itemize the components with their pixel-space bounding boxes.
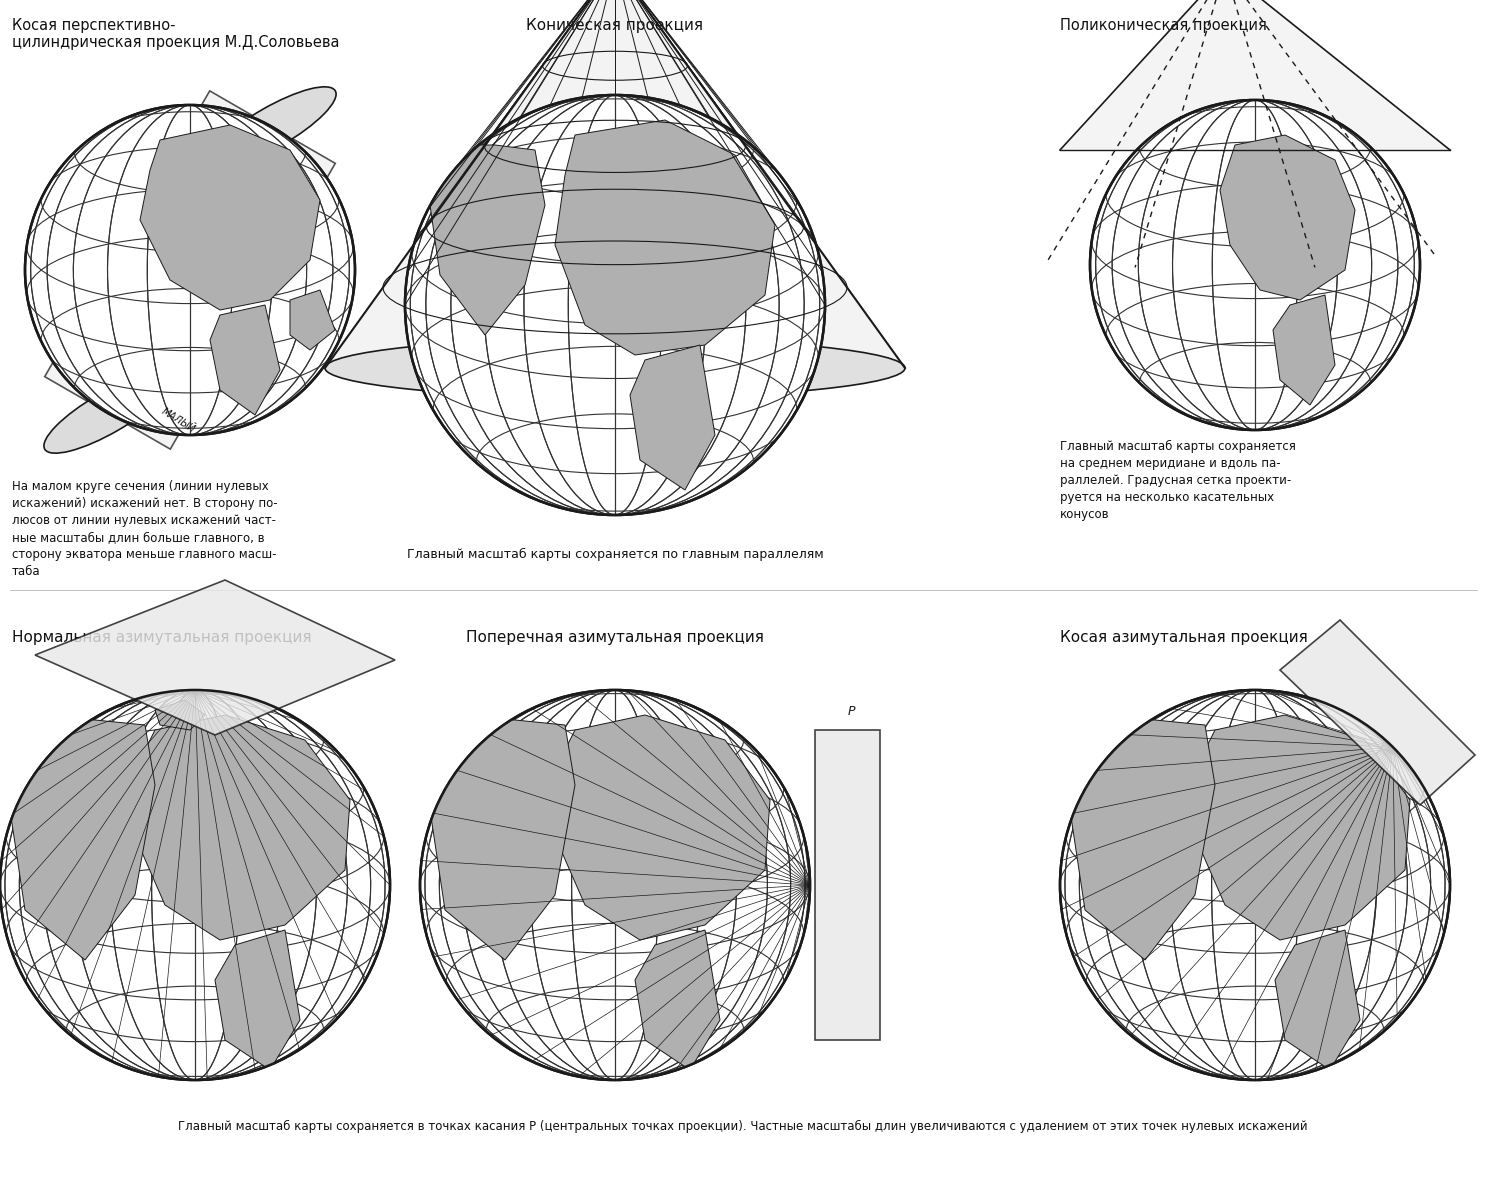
Polygon shape xyxy=(550,715,770,940)
Circle shape xyxy=(404,94,825,515)
Text: Коническая проекция: Коническая проекция xyxy=(526,18,703,33)
Polygon shape xyxy=(1280,620,1475,805)
Text: МАЛЫЙ: МАЛЫЙ xyxy=(161,406,198,435)
Polygon shape xyxy=(155,700,205,730)
Polygon shape xyxy=(10,720,155,960)
Circle shape xyxy=(25,105,355,435)
Text: P: P xyxy=(848,705,855,718)
Polygon shape xyxy=(555,120,775,355)
Polygon shape xyxy=(36,580,396,735)
Circle shape xyxy=(1090,100,1420,430)
Ellipse shape xyxy=(326,338,906,398)
Polygon shape xyxy=(129,715,349,940)
Ellipse shape xyxy=(208,87,336,168)
Polygon shape xyxy=(1274,929,1361,1070)
Polygon shape xyxy=(290,291,335,350)
Polygon shape xyxy=(210,305,280,415)
Circle shape xyxy=(0,690,390,1079)
Polygon shape xyxy=(430,145,546,335)
Polygon shape xyxy=(45,91,335,449)
Text: Поперечная азимутальная проекция: Поперечная азимутальная проекция xyxy=(465,629,764,645)
Circle shape xyxy=(419,690,810,1079)
Polygon shape xyxy=(326,0,906,368)
Polygon shape xyxy=(635,929,720,1070)
Circle shape xyxy=(1060,690,1450,1079)
Text: Косая азимутальная проекция: Косая азимутальная проекция xyxy=(1060,629,1307,645)
Polygon shape xyxy=(140,125,320,309)
Polygon shape xyxy=(1190,715,1410,940)
Polygon shape xyxy=(1273,295,1335,405)
Text: Главный масштаб карты сохраняется по главным параллелям: Главный масштаб карты сохраняется по гла… xyxy=(406,548,824,561)
Polygon shape xyxy=(815,730,880,1040)
Text: Поликоническая проекция: Поликоническая проекция xyxy=(1060,18,1267,33)
Text: Главный масштаб карты сохраняется в точках касания Р (центральных точках проекци: Главный масштаб карты сохраняется в точк… xyxy=(178,1120,1307,1133)
Text: Нормальная азимутальная проекция: Нормальная азимутальная проекция xyxy=(12,629,311,645)
Ellipse shape xyxy=(45,373,171,454)
Polygon shape xyxy=(1071,720,1215,960)
Polygon shape xyxy=(216,929,300,1070)
Polygon shape xyxy=(1219,135,1355,300)
Polygon shape xyxy=(630,345,715,490)
Text: Главный масштаб карты сохраняется
на среднем меридиане и вдоль па-
раллелей. Гра: Главный масштаб карты сохраняется на сре… xyxy=(1060,441,1295,521)
Polygon shape xyxy=(1060,0,1450,150)
Polygon shape xyxy=(430,720,575,960)
Text: На малом круге сечения (линии нулевых
искажений) искажений нет. В сторону по-
лю: На малом круге сечения (линии нулевых ис… xyxy=(12,479,278,578)
Text: Косая перспективно-
цилиндрическая проекция М.Д.Соловьева: Косая перспективно- цилиндрическая проек… xyxy=(12,18,339,51)
